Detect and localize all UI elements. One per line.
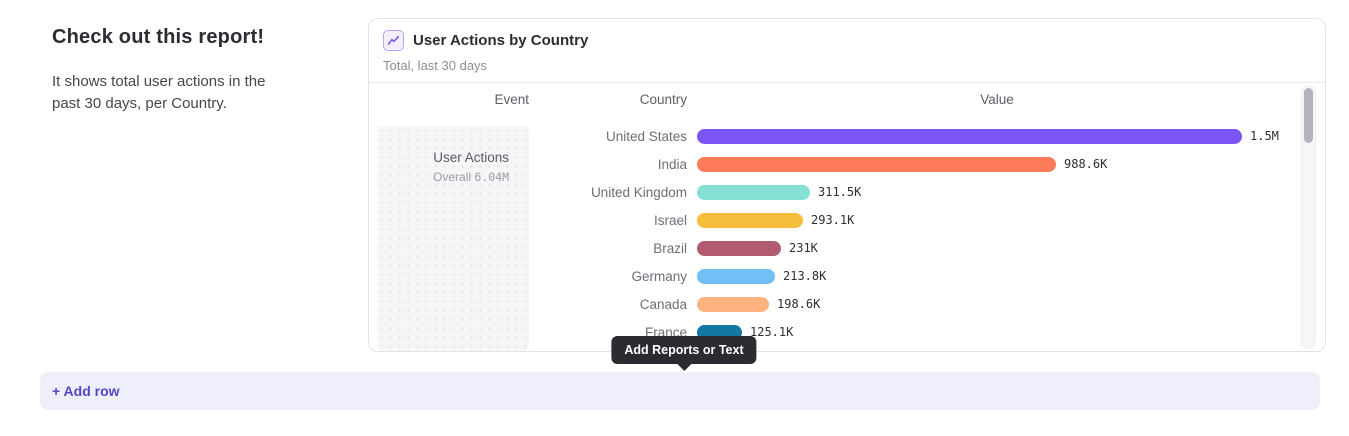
page-description: It shows total user actions in the past … [52, 73, 266, 112]
bar-value: 231K [789, 241, 818, 255]
bar-row: India 988.6K [369, 150, 1301, 178]
country-label: Israel [653, 212, 687, 228]
bar-row: United Kingdom 311.5K [369, 178, 1301, 206]
country-label: Germany [631, 268, 687, 284]
country-label: United States [605, 128, 687, 144]
country-label: Canada [639, 296, 687, 312]
country-label: India [657, 156, 687, 172]
bar-value: 198.6K [777, 297, 821, 311]
bar-row: United States 1.5M [369, 122, 1301, 150]
event-name: User Actions [433, 150, 509, 165]
event-overall: Overall 6.04M [433, 170, 509, 184]
bar-value: 293.1K [811, 213, 855, 227]
bar-value: 1.5M [1250, 129, 1279, 143]
page-title: Check out this report! [52, 26, 265, 48]
bar-segment[interactable] [697, 184, 810, 200]
intro-block: Check out this report! It shows total us… [52, 26, 302, 115]
bar-row: Canada 198.6K [369, 290, 1301, 318]
column-header-value: Value [980, 92, 1014, 107]
insights-chart-icon [383, 30, 404, 51]
report-card[interactable]: User Actions by Country Total, last 30 d… [368, 18, 1326, 352]
bar-row: Brazil 231K [369, 234, 1301, 262]
vertical-scrollbar-thumb[interactable] [1304, 88, 1313, 143]
bar-row: France 125.1K [369, 318, 1301, 346]
bar-row: Germany 213.8K [369, 262, 1301, 290]
add-row-button[interactable]: + Add row [40, 372, 1320, 410]
add-row-label: + Add row [52, 383, 120, 399]
report-title: User Actions by Country [413, 32, 589, 49]
bar-value: 213.8K [783, 269, 827, 283]
bar-segment[interactable] [697, 296, 769, 312]
bar-chart-rows: United States 1.5M India 988.6K United Kingd… [369, 122, 1301, 346]
column-header-country: Country [639, 92, 687, 107]
bar-value: 125.1K [750, 325, 794, 339]
bar-value: 311.5K [818, 185, 862, 199]
bar-segment[interactable] [697, 240, 781, 256]
add-reports-tooltip: Add Reports or Text [611, 336, 757, 364]
country-label: Brazil [653, 240, 687, 256]
report-chart-area: Event Country Value User Actions Overall… [369, 83, 1325, 353]
vertical-scrollbar-track[interactable] [1301, 85, 1316, 349]
bar-segment[interactable] [697, 128, 1242, 144]
event-cell: User Actions Overall 6.04M [377, 126, 529, 351]
report-subtitle: Total, last 30 days [383, 58, 488, 73]
bar-segment[interactable] [697, 212, 803, 228]
bar-segment[interactable] [697, 268, 775, 284]
bar-row: Israel 293.1K [369, 206, 1301, 234]
report-card-header: User Actions by Country Total, last 30 d… [369, 19, 1325, 83]
tooltip-label: Add Reports or Text [624, 343, 744, 357]
bar-segment[interactable] [697, 156, 1056, 172]
bar-value: 988.6K [1064, 157, 1108, 171]
country-label: United Kingdom [590, 184, 687, 200]
column-header-event: Event [494, 92, 529, 107]
